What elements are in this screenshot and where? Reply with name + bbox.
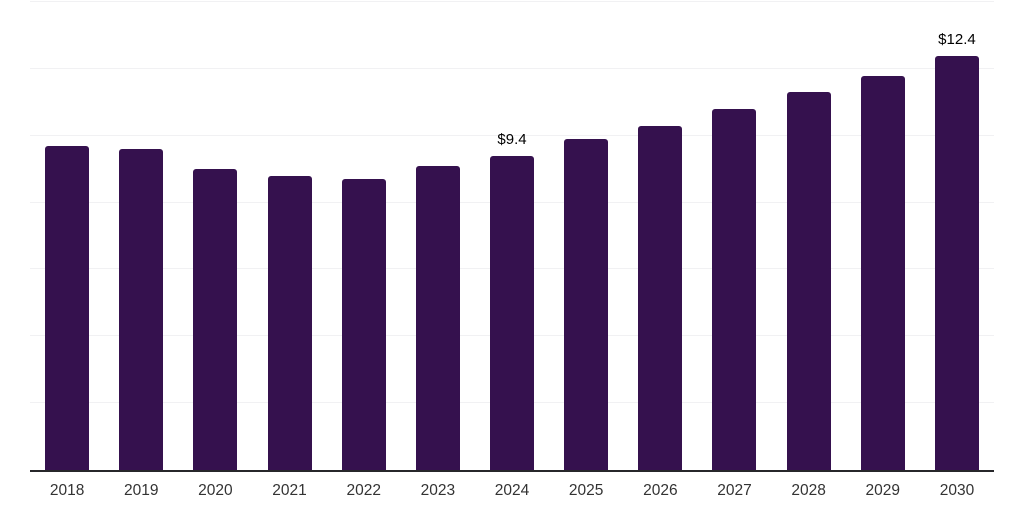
x-tick-2030: 2030 (939, 482, 975, 499)
bars: $9.4 $12.4 (30, 2, 994, 470)
bar-2028 (786, 92, 831, 470)
bar-cell-2029 (846, 2, 920, 470)
x-tick-2018: 2018 (49, 482, 85, 499)
bar-cell-2027 (697, 2, 771, 470)
bar-2026 (638, 125, 683, 470)
bar-cell-2018 (30, 2, 104, 470)
bar-cell-2019 (104, 2, 178, 470)
bar-2021 (267, 175, 312, 470)
bar-cell-2021 (252, 2, 326, 470)
x-tick-2022: 2022 (346, 482, 381, 499)
bar-cell-2026 (623, 2, 697, 470)
gridline-12 (30, 67, 994, 69)
x-tick-2024: 2024 (494, 482, 530, 499)
x-tick-2021: 2021 (272, 482, 307, 499)
x-tick-2020: 2020 (198, 482, 233, 499)
bar-cell-2025 (549, 2, 623, 470)
x-tick-2019: 2019 (123, 482, 159, 499)
x-tick-2023: 2023 (420, 482, 456, 499)
bar-2029 (860, 75, 905, 470)
bar-2020 (193, 169, 238, 470)
bar-2023 (415, 165, 460, 470)
bar-value-label-2024: $9.4 (497, 130, 527, 148)
bar-2025 (564, 139, 609, 470)
plot-area: $9.4 $12.4 (30, 1, 994, 472)
bar-cell-2028 (772, 2, 846, 470)
x-axis-tick-labels: 2018 2019 2020 2021 2022 2023 2024 2025 2026 2027… (30, 482, 994, 500)
gridline-10 (30, 134, 994, 136)
bar-cell-2023 (401, 2, 475, 470)
x-tick-2025: 2025 (568, 482, 604, 499)
bar-2024 (490, 155, 535, 470)
bar-2018 (45, 145, 90, 470)
bar-cell-2024: $9.4 (475, 2, 549, 470)
bar-2019 (119, 149, 164, 470)
gridline-14 (30, 1, 994, 2)
bar-cell-2020 (178, 2, 252, 470)
bar-2027 (712, 108, 757, 470)
bar-value-label-2030: $12.4 (938, 30, 976, 48)
x-tick-2029: 2029 (865, 482, 901, 499)
bar-cell-2030: $12.4 (920, 2, 994, 470)
bar-cell-2022 (327, 2, 401, 470)
x-tick-2026: 2026 (643, 482, 678, 499)
bar-2030 (934, 55, 979, 470)
x-tick-2028: 2028 (791, 482, 826, 499)
bar-2022 (341, 179, 386, 470)
x-tick-2027: 2027 (717, 482, 752, 499)
